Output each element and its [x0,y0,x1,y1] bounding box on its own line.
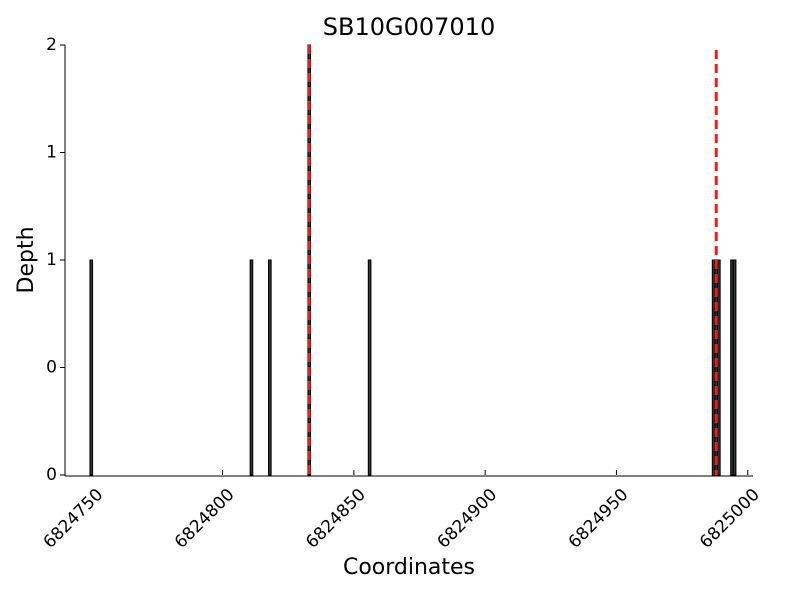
y-tick-label: 1 [46,250,57,270]
x-tick-label: 6824850 [302,485,370,553]
x-tick-label: 6824800 [171,485,239,553]
y-tick-label: 0 [46,358,57,378]
bar [268,259,272,476]
y-tick-label: 2 [46,35,57,55]
y-axis-label: Depth [14,226,39,293]
x-tick-label: 6824900 [433,485,501,553]
chart-title: SB10G007010 [323,13,495,41]
x-tick-label: 6824950 [565,485,633,553]
bar [249,259,254,476]
bar [732,259,737,476]
x-axis-label: Coordinates [343,555,475,580]
x-tick-label: 6825000 [696,485,764,553]
bar [89,259,94,476]
bar [367,259,372,476]
bar [717,259,721,476]
x-tick-label: 6824750 [40,485,108,553]
y-tick-label: 0 [46,465,57,485]
y-tick-label: 1 [46,143,57,163]
